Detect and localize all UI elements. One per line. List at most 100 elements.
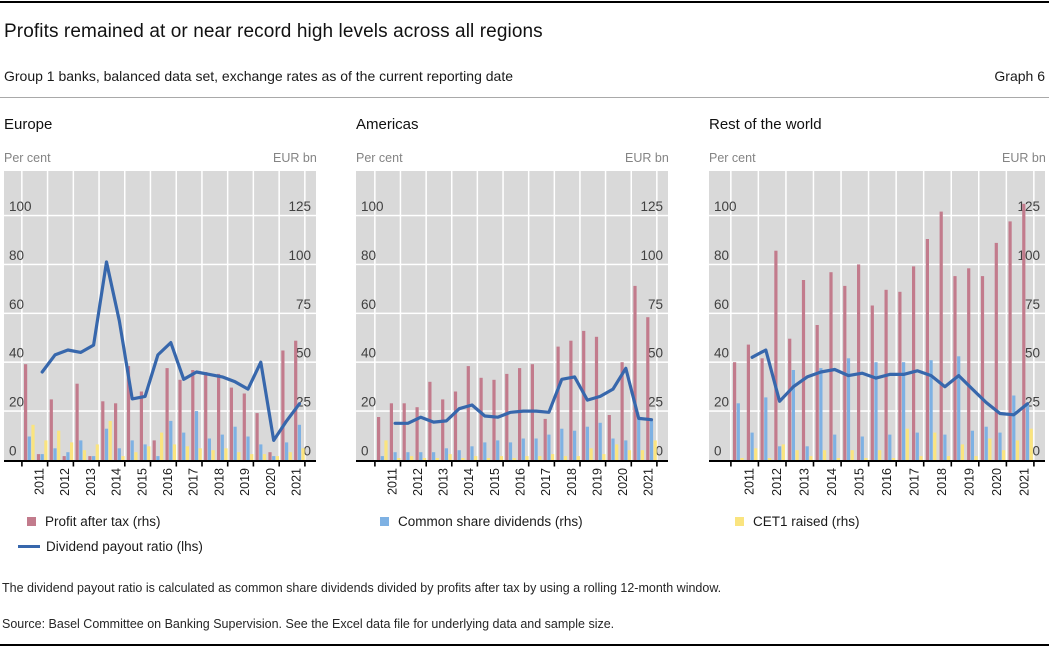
svg-text:2015: 2015 — [488, 468, 502, 496]
panel-title-americas: Americas — [356, 116, 419, 133]
svg-text:100: 100 — [288, 248, 311, 263]
svg-text:25: 25 — [648, 395, 663, 410]
svg-text:0: 0 — [714, 444, 722, 459]
svg-text:2018: 2018 — [935, 468, 949, 496]
svg-text:80: 80 — [361, 248, 376, 263]
svg-text:2012: 2012 — [411, 468, 425, 496]
header-divider-rule — [0, 97, 1049, 98]
source-text: Source: Basel Committee on Banking Super… — [2, 617, 615, 631]
svg-text:2013: 2013 — [437, 468, 451, 496]
panel-title-rest-of-world: Rest of the world — [709, 116, 822, 133]
svg-text:2014: 2014 — [825, 468, 839, 496]
svg-text:2017: 2017 — [539, 468, 553, 496]
svg-text:2011: 2011 — [32, 468, 46, 495]
svg-text:100: 100 — [9, 199, 32, 214]
svg-text:80: 80 — [9, 248, 24, 263]
svg-text:40: 40 — [9, 346, 24, 361]
svg-text:2021: 2021 — [642, 468, 656, 496]
svg-text:2015: 2015 — [853, 468, 867, 496]
dividends-swatch-icon — [380, 517, 389, 526]
right-axis-unit-europe: EUR bn — [273, 151, 317, 165]
svg-text:2019: 2019 — [963, 468, 977, 496]
svg-text:2012: 2012 — [770, 468, 784, 496]
svg-text:20: 20 — [9, 395, 24, 410]
bottom-border-rule — [0, 644, 1049, 646]
svg-text:100: 100 — [1017, 248, 1040, 263]
page-subtitle: Group 1 banks, balanced data set, exchan… — [4, 68, 513, 84]
svg-text:0: 0 — [361, 444, 369, 459]
svg-text:2013: 2013 — [797, 468, 811, 496]
svg-text:60: 60 — [714, 297, 729, 312]
svg-text:40: 40 — [714, 346, 729, 361]
svg-text:2015: 2015 — [135, 468, 149, 496]
payout-line-swatch-icon — [18, 544, 40, 548]
svg-text:2011: 2011 — [385, 468, 399, 495]
right-axis-unit-row: EUR bn — [1002, 151, 1046, 165]
svg-text:2014: 2014 — [110, 468, 124, 496]
svg-text:2016: 2016 — [161, 468, 175, 496]
svg-text:0: 0 — [1032, 444, 1040, 459]
svg-text:2013: 2013 — [84, 468, 98, 496]
graph-number: Graph 6 — [994, 68, 1045, 84]
panel-title-europe: Europe — [4, 116, 53, 133]
svg-text:0: 0 — [9, 444, 17, 459]
svg-text:20: 20 — [714, 395, 729, 410]
cet1-swatch-icon — [735, 517, 744, 526]
legend-item-profit-after-tax: Profit after tax (rhs) — [27, 515, 161, 529]
svg-text:2021: 2021 — [1018, 468, 1032, 496]
svg-text:60: 60 — [9, 297, 24, 312]
svg-text:100: 100 — [361, 199, 384, 214]
legend-label: Common share dividends (rhs) — [398, 514, 583, 529]
svg-text:125: 125 — [1017, 199, 1040, 214]
legend-item-dividend-payout-ratio: Dividend payout ratio (lhs) — [18, 540, 203, 554]
svg-text:2017: 2017 — [187, 468, 201, 496]
svg-text:40: 40 — [361, 346, 376, 361]
legend-label: CET1 raised (rhs) — [753, 514, 860, 529]
svg-text:2020: 2020 — [616, 468, 630, 496]
svg-text:2018: 2018 — [213, 468, 227, 496]
svg-text:75: 75 — [296, 297, 311, 312]
svg-text:2019: 2019 — [238, 468, 252, 496]
svg-text:2011: 2011 — [742, 468, 756, 495]
legend-label: Profit after tax (rhs) — [45, 514, 161, 529]
right-axis-unit-americas: EUR bn — [625, 151, 669, 165]
svg-text:2020: 2020 — [990, 468, 1004, 496]
footnote-text: The dividend payout ratio is calculated … — [2, 581, 722, 595]
svg-text:125: 125 — [288, 199, 311, 214]
page-title: Profits remained at or near record high … — [4, 21, 543, 42]
profit-swatch-icon — [27, 517, 36, 526]
svg-text:20: 20 — [361, 395, 376, 410]
left-axis-unit-europe: Per cent — [4, 151, 51, 165]
svg-text:2018: 2018 — [565, 468, 579, 496]
chart-panel-americas: 0 0 20 25 40 50 60 75 80 100 100 125 2011 2012 2013 201… — [356, 171, 668, 496]
svg-text:125: 125 — [640, 199, 663, 214]
svg-text:100: 100 — [640, 248, 663, 263]
svg-text:80: 80 — [714, 248, 729, 263]
legend-item-common-share-dividends: Common share dividends (rhs) — [380, 515, 583, 529]
svg-text:75: 75 — [648, 297, 663, 312]
svg-text:60: 60 — [361, 297, 376, 312]
svg-text:50: 50 — [648, 346, 663, 361]
svg-text:75: 75 — [1025, 297, 1040, 312]
svg-text:0: 0 — [655, 444, 663, 459]
svg-text:2020: 2020 — [264, 468, 278, 496]
svg-text:2014: 2014 — [462, 468, 476, 496]
svg-text:0: 0 — [303, 444, 311, 459]
svg-text:2012: 2012 — [58, 468, 72, 496]
svg-text:2021: 2021 — [290, 468, 304, 496]
svg-text:2016: 2016 — [880, 468, 894, 496]
svg-text:100: 100 — [714, 199, 737, 214]
svg-text:50: 50 — [296, 346, 311, 361]
top-border-rule — [0, 1, 1049, 3]
svg-text:2019: 2019 — [590, 468, 604, 496]
svg-text:2017: 2017 — [908, 468, 922, 496]
legend-label: Dividend payout ratio (lhs) — [46, 539, 203, 554]
svg-text:50: 50 — [1025, 346, 1040, 361]
left-axis-unit-americas: Per cent — [356, 151, 403, 165]
left-axis-unit-row: Per cent — [709, 151, 756, 165]
svg-text:2016: 2016 — [514, 468, 528, 496]
legend-item-cet1-raised: CET1 raised (rhs) — [735, 515, 860, 529]
